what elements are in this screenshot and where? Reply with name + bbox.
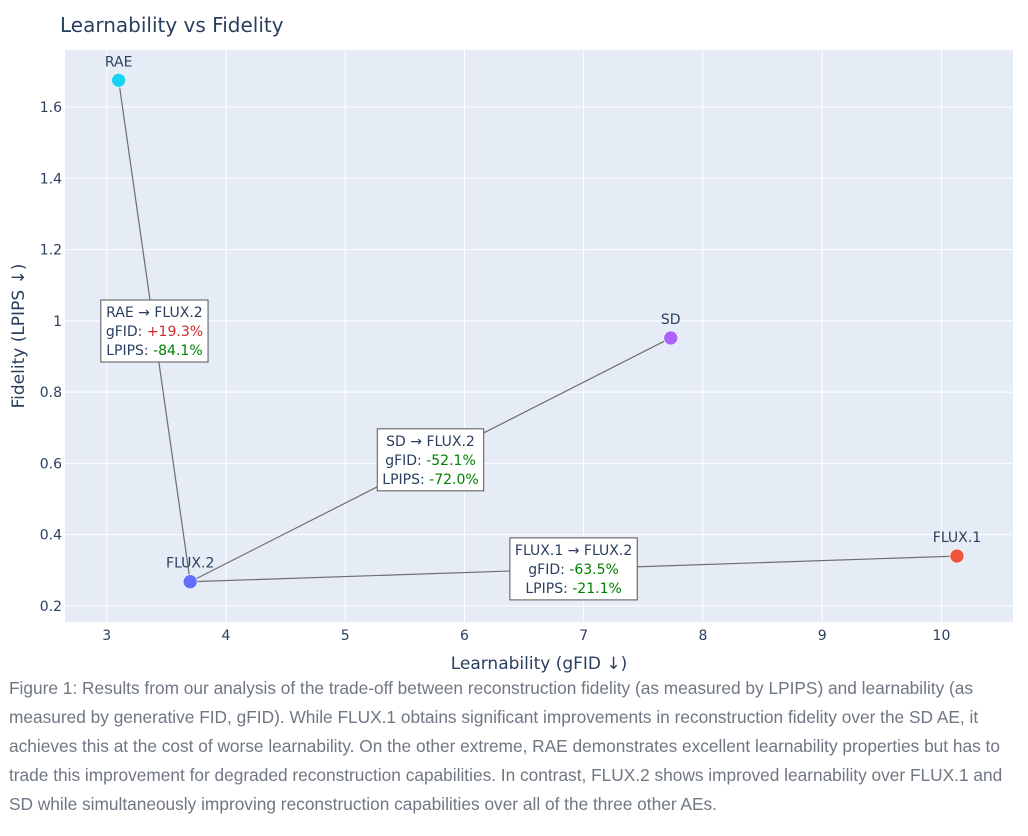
gfid-value: -63.5%: [569, 562, 619, 578]
scatter-chart: Learnability vs Fidelity 3 4 5 6 7 8 9 10 0.20.…: [9, 13, 1013, 674]
lpips-label: LPIPS:: [106, 343, 153, 359]
annotation-background: [376, 428, 485, 492]
x-tick-label: 7: [579, 628, 588, 644]
annotation-gfid: gFID: -52.1%: [385, 453, 476, 469]
chart-title: Learnability vs Fidelity: [60, 13, 284, 37]
x-axis-title: Learnability (gFID ↓): [451, 654, 628, 674]
x-tick-label: 5: [341, 628, 350, 644]
annotation-title: FLUX.1 → FLUX.2: [515, 543, 632, 559]
annotation-boxes: RAE → FLUX.2 gFID: +19.3% LPIPS: -84.1% SD …: [100, 299, 638, 601]
annotation-gfid: gFID: -63.5%: [528, 562, 619, 578]
plot-area: [65, 50, 1013, 622]
figure-caption: Figure 1: Results from our analysis of t…: [9, 678, 1003, 814]
x-tick-label: 4: [222, 628, 231, 644]
gfid-label: gFID:: [528, 562, 569, 578]
y-axis-title: Fidelity (LPIPS ↓): [9, 264, 29, 409]
point-label: SD: [661, 312, 681, 328]
x-tick-label: 8: [699, 628, 708, 644]
y-tick-label: 0.8: [40, 385, 62, 401]
point-label: FLUX.1: [933, 530, 981, 546]
annotation-box: FLUX.1 → FLUX.2 gFID: -63.5% LPIPS: -21.1%: [509, 537, 638, 601]
data-point: [949, 548, 965, 564]
data-point: [182, 574, 198, 590]
x-tick-label: 9: [818, 628, 827, 644]
y-axis-ticks: 0.2 0.4 0.6 0.8 1 1.2 1.4 1.6: [40, 100, 62, 615]
y-tick-label: 1: [53, 314, 62, 330]
y-tick-label: 0.4: [40, 528, 62, 544]
x-axis-ticks: 3 4 5 6 7 8 9 10: [102, 628, 950, 644]
gfid-value: -52.1%: [426, 453, 476, 469]
annotation-box: RAE → FLUX.2 gFID: +19.3% LPIPS: -84.1%: [100, 299, 209, 363]
data-point: [663, 330, 679, 346]
y-tick-label: 1.2: [40, 243, 62, 259]
y-tick-label: 0.2: [40, 599, 62, 615]
point-label: RAE: [105, 54, 133, 70]
gfid-value: +19.3%: [147, 324, 203, 340]
data-point: [111, 72, 126, 88]
annotation-title: RAE → FLUX.2: [106, 305, 203, 321]
gfid-label: gFID:: [106, 324, 147, 340]
point-label: FLUX.2: [166, 556, 214, 572]
annotation-title: SD → FLUX.2: [386, 434, 475, 450]
lpips-value: -84.1%: [153, 343, 203, 359]
gridlines: [65, 50, 1013, 622]
x-tick-label: 6: [460, 628, 469, 644]
lpips-label: LPIPS:: [525, 581, 572, 597]
x-tick-label: 3: [102, 628, 111, 644]
x-tick-label: 10: [933, 628, 951, 644]
y-tick-label: 1.6: [40, 100, 62, 116]
data-markers: [111, 72, 965, 590]
point-labels: RAE FLUX.2 SD FLUX.1: [105, 54, 981, 571]
lpips-label: LPIPS:: [382, 472, 429, 488]
annotation-lpips: LPIPS: -84.1%: [106, 343, 202, 359]
annotation-box: SD → FLUX.2 gFID: -52.1% LPIPS: -72.0%: [376, 428, 485, 492]
lpips-value: -72.0%: [429, 472, 479, 488]
annotation-lpips: LPIPS: -72.0%: [382, 472, 478, 488]
annotation-background: [509, 537, 638, 601]
annotation-lpips: LPIPS: -21.1%: [525, 581, 621, 597]
gfid-label: gFID:: [385, 453, 426, 469]
y-tick-label: 0.6: [40, 456, 62, 472]
lpips-value: -21.1%: [572, 581, 622, 597]
annotation-gfid: gFID: +19.3%: [106, 324, 203, 340]
annotation-background: [100, 299, 209, 363]
y-tick-label: 1.4: [40, 171, 62, 187]
